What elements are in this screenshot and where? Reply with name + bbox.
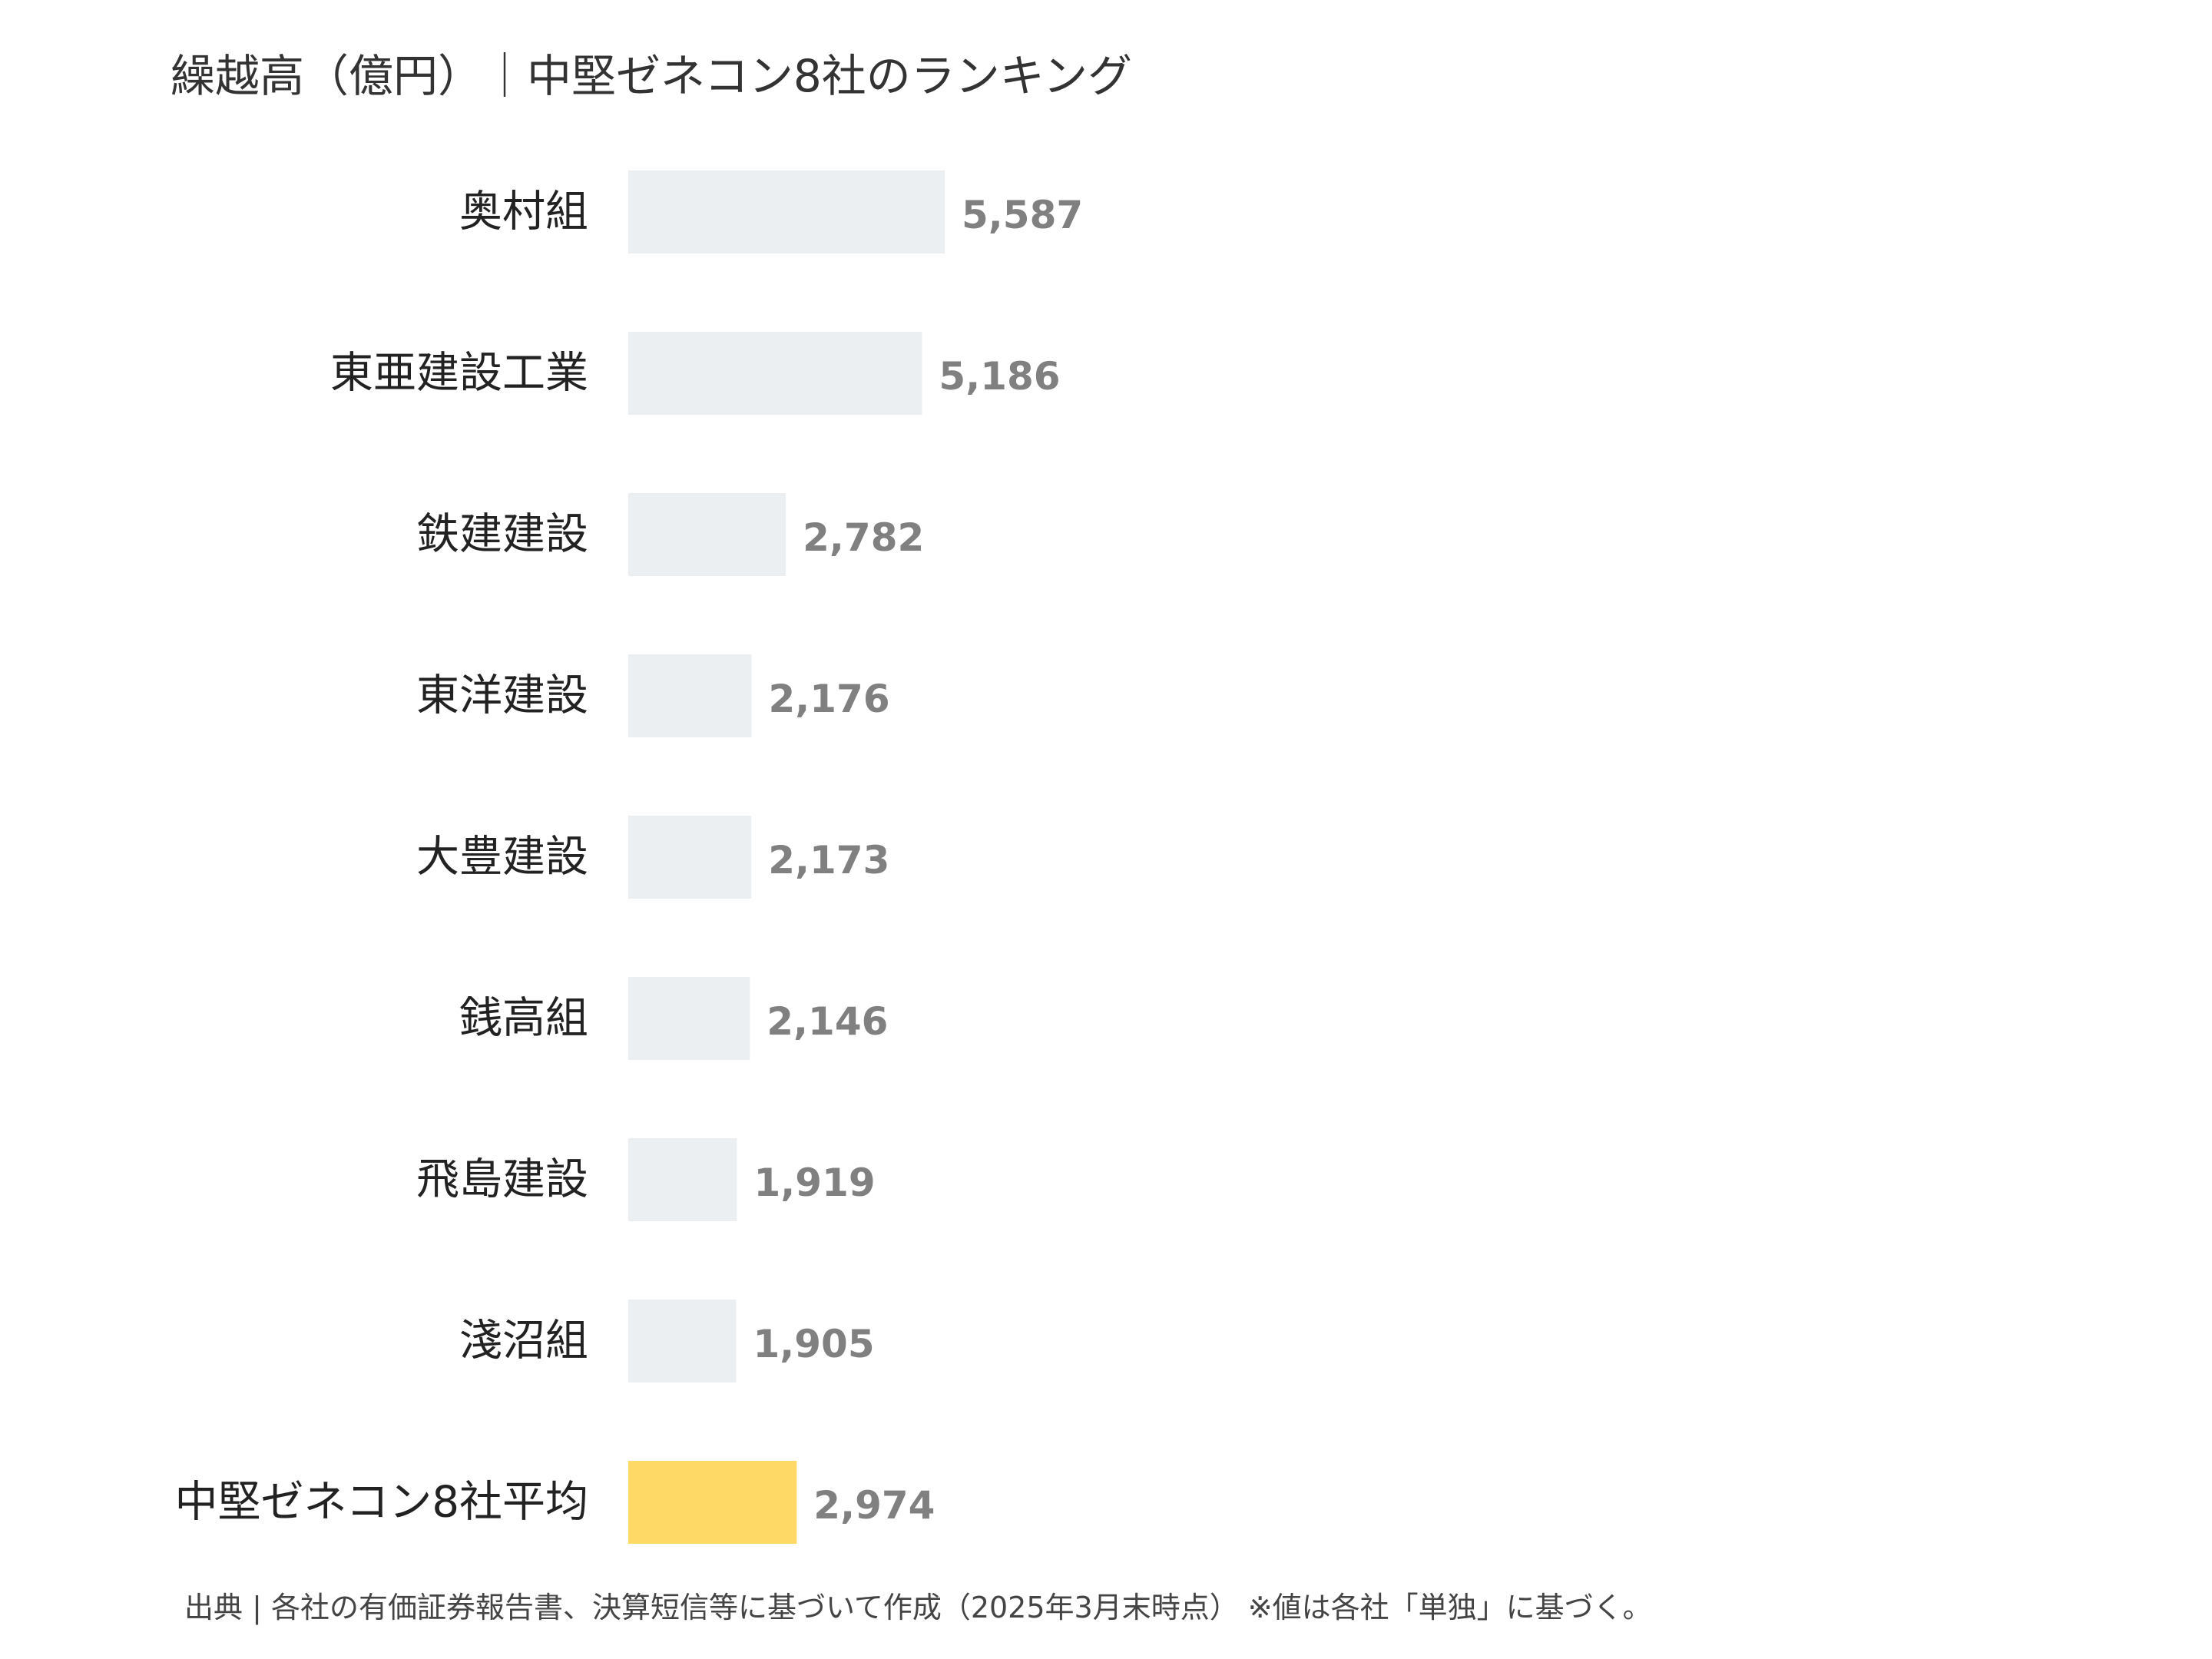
bar bbox=[628, 816, 752, 899]
bar bbox=[628, 654, 752, 737]
category-label: 中堅ゼネコン8社平均 bbox=[174, 1478, 588, 1528]
bar bbox=[628, 493, 786, 576]
value-label: 5,587 bbox=[962, 193, 1083, 237]
category-label: 淺沼組 bbox=[459, 1316, 588, 1366]
value-label: 1,905 bbox=[753, 1322, 874, 1366]
chart-title: 繰越高（億円）｜中堅ゼネコン8社のランキング bbox=[171, 50, 1133, 102]
category-label: 鉄建建設 bbox=[416, 510, 588, 560]
bar bbox=[628, 332, 922, 415]
category-label: 東洋建設 bbox=[416, 671, 588, 721]
chart-source-note: 出典 | 各社の有価証券報告書、決算短信等に基づいて作成（2025年3月末時点）… bbox=[184, 1591, 1652, 1624]
category-label: 大豊建設 bbox=[416, 833, 588, 882]
value-label: 5,186 bbox=[939, 354, 1060, 399]
value-label: 2,173 bbox=[768, 838, 889, 882]
value-label: 2,782 bbox=[803, 515, 924, 560]
value-label: 2,146 bbox=[767, 999, 888, 1044]
category-label: 東亜建設工業 bbox=[330, 349, 588, 399]
value-label: 2,176 bbox=[768, 677, 889, 721]
category-label: 銭高組 bbox=[459, 994, 588, 1044]
category-label: 奥村組 bbox=[459, 187, 588, 237]
bar bbox=[628, 1300, 737, 1382]
category-label: 飛島建設 bbox=[416, 1155, 588, 1205]
bar bbox=[628, 977, 750, 1060]
value-label: 2,974 bbox=[813, 1483, 935, 1528]
value-label: 1,919 bbox=[754, 1161, 876, 1205]
bar bbox=[628, 171, 945, 253]
average-bar bbox=[628, 1461, 797, 1544]
bar bbox=[628, 1138, 737, 1221]
